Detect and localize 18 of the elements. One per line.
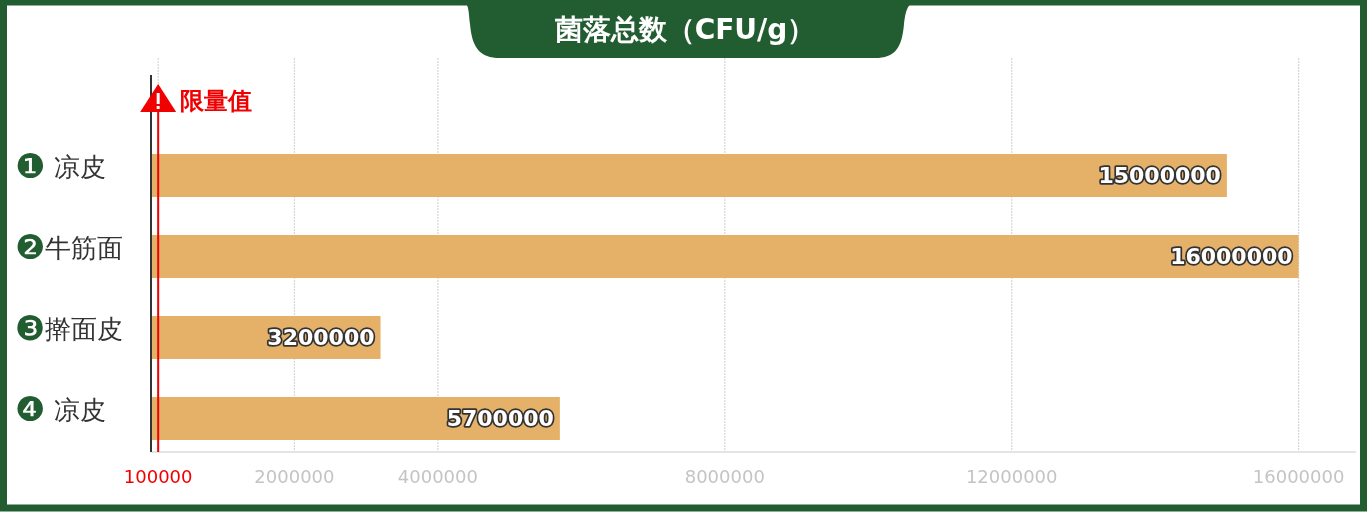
x-tick-label: 4000000 bbox=[397, 466, 478, 488]
data-label: 16000000 bbox=[1170, 244, 1293, 270]
y-tick-label: ❸擀面皮 bbox=[15, 307, 124, 348]
y-tick-label: ❷牛筋面 bbox=[15, 226, 124, 267]
x-tick-label: 16000000 bbox=[1252, 466, 1345, 488]
data-label: 5700000 bbox=[446, 406, 554, 432]
y-tick-label: ❶ 凉皮 bbox=[15, 145, 106, 186]
chart-title: 菌落总数（CFU/g） bbox=[553, 13, 816, 47]
x-tick-label: 2000000 bbox=[254, 466, 335, 488]
x-tick-label: 100000 bbox=[123, 466, 193, 488]
x-tick-label: 8000000 bbox=[684, 466, 765, 488]
bar bbox=[151, 154, 1227, 197]
data-label: 3200000 bbox=[267, 325, 375, 351]
x-tick-label: 12000000 bbox=[965, 466, 1058, 488]
bar bbox=[151, 235, 1299, 278]
y-tick-label: ❹ 凉皮 bbox=[15, 388, 106, 429]
data-label: 15000000 bbox=[1098, 163, 1221, 189]
ref-line-label: 限量值 bbox=[180, 86, 253, 115]
